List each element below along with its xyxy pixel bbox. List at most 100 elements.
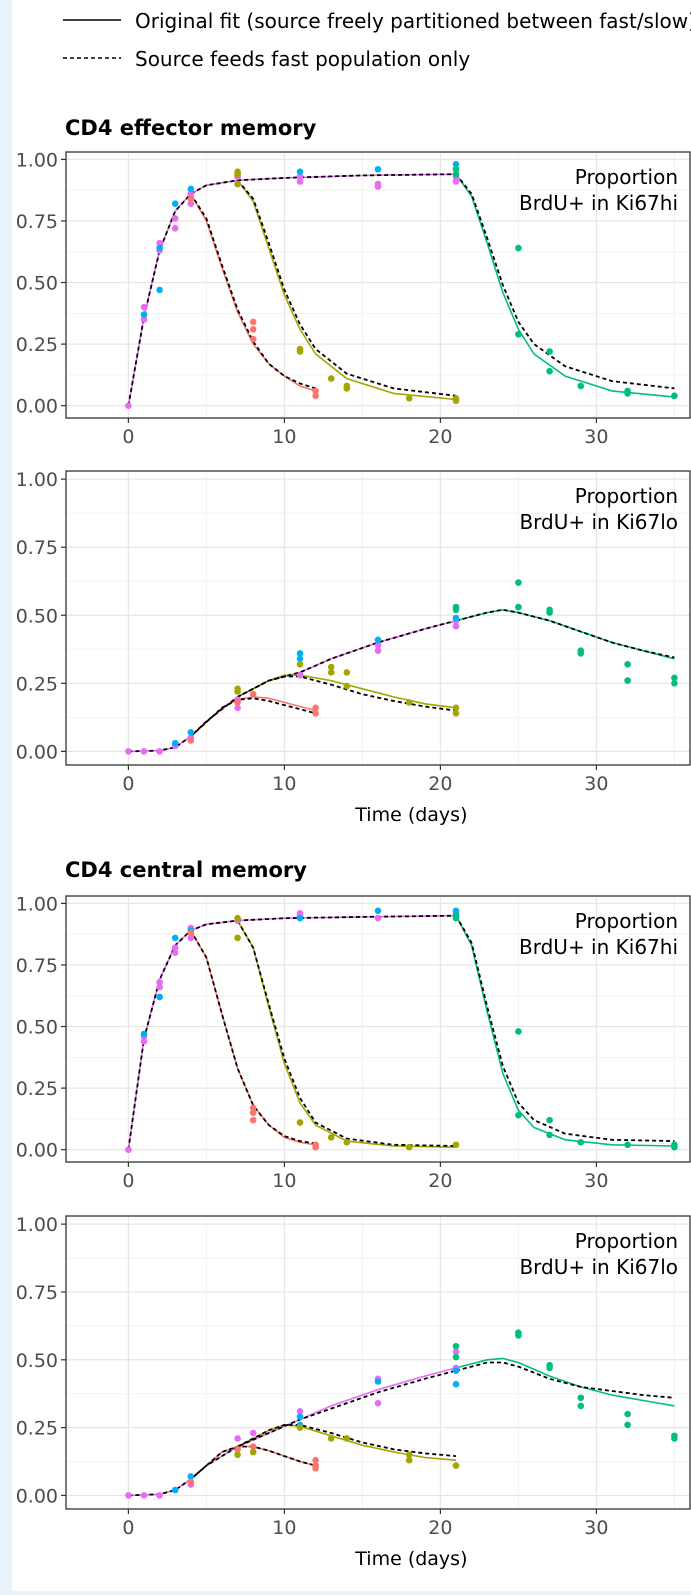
data-point-teal — [546, 1364, 553, 1372]
data-point-red — [249, 690, 257, 698]
panel-annotation: Proportion — [575, 1229, 678, 1253]
data-point-teal — [546, 1116, 553, 1124]
data-point-red — [249, 1443, 257, 1450]
data-point-olive — [405, 1451, 413, 1459]
data-point-blue — [374, 165, 382, 173]
data-point-olive — [234, 914, 241, 922]
y-tick-label: 0.75 — [16, 1282, 58, 1304]
data-point-blue — [171, 739, 179, 747]
data-point-olive — [405, 699, 413, 706]
data-point-magenta — [452, 622, 460, 630]
data-point-olive — [327, 669, 335, 676]
data-point-magenta — [374, 1399, 382, 1407]
data-point-red — [249, 1104, 257, 1112]
data-point-red — [234, 1446, 241, 1453]
data-point-teal — [515, 330, 522, 338]
x-tick-label: 30 — [584, 1517, 608, 1539]
data-point-red — [249, 335, 257, 343]
fit-dashed-red — [190, 930, 316, 1145]
data-point-olive — [296, 1424, 304, 1431]
data-point-olive — [234, 170, 241, 178]
data-point-blue — [452, 1380, 460, 1388]
data-point-teal — [515, 1028, 522, 1035]
data-point-teal — [577, 1402, 585, 1410]
panel-annotation: BrdU+ in Ki67lo — [519, 1255, 678, 1279]
data-point-olive — [234, 934, 241, 942]
x-tick-label: 0 — [122, 426, 134, 448]
data-point-magenta — [156, 978, 163, 986]
y-tick-label: 0.25 — [16, 673, 58, 695]
data-point-blue — [374, 636, 382, 644]
data-point-olive — [327, 1134, 335, 1141]
data-point-olive — [234, 1451, 241, 1459]
data-point-olive — [343, 682, 351, 690]
data-point-olive — [327, 663, 335, 671]
y-tick-label: 0.75 — [16, 537, 58, 559]
data-point-magenta — [296, 173, 304, 180]
data-point-olive — [343, 1138, 351, 1146]
data-point-red — [312, 709, 319, 717]
data-point-magenta — [452, 178, 460, 185]
data-point-magenta — [296, 671, 304, 679]
y-tick-label: 0.00 — [16, 1485, 58, 1507]
data-point-blue — [452, 614, 460, 622]
data-point-teal — [577, 1138, 585, 1146]
panel-border — [65, 895, 691, 1163]
data-point-teal — [624, 1421, 631, 1429]
data-point-magenta — [374, 914, 382, 922]
panel-border — [65, 151, 691, 419]
x-tick-label: 10 — [272, 426, 296, 448]
data-point-magenta — [452, 1348, 460, 1355]
data-point-blue — [171, 934, 179, 942]
data-point-olive — [327, 1435, 335, 1442]
panel-annotation: BrdU+ in Ki67lo — [519, 510, 678, 534]
x-tick-label: 20 — [428, 773, 452, 795]
y-tick-label: 0.25 — [16, 1418, 58, 1440]
data-point-teal — [452, 1342, 460, 1350]
data-point-teal — [624, 660, 631, 668]
data-point-teal — [624, 387, 631, 395]
data-point-magenta — [171, 949, 179, 956]
data-point-magenta — [234, 1435, 241, 1442]
data-point-blue — [156, 244, 163, 252]
x-tick-label: 0 — [122, 1170, 134, 1192]
data-point-teal — [624, 677, 631, 684]
x-tick-label: 20 — [428, 426, 452, 448]
fit-dashed-olive — [236, 920, 457, 1147]
data-point-olive — [452, 1462, 460, 1469]
fit-solid-red — [190, 193, 316, 392]
data-point-red — [312, 392, 319, 400]
data-point-magenta — [140, 748, 148, 755]
y-tick-label: 0.25 — [16, 1078, 58, 1100]
data-point-blue — [140, 311, 148, 318]
data-point-red — [234, 699, 241, 706]
data-point-magenta — [171, 944, 179, 952]
data-point-magenta — [156, 748, 163, 755]
data-point-teal — [577, 1394, 585, 1402]
data-point-teal — [577, 382, 585, 390]
data-point-magenta — [125, 1492, 132, 1499]
panel-2: 0.00 0.25 0.50 0.75 1.00 0 10 20 30 Time (days) Pr… — [16, 469, 691, 826]
data-point-blue — [156, 993, 163, 1001]
y-tick-label: 1.00 — [16, 1214, 58, 1236]
data-point-olive — [296, 348, 304, 355]
fit-dashed-teal — [455, 608, 675, 659]
panel-border — [65, 470, 691, 766]
x-tick-label: 30 — [584, 1170, 608, 1192]
data-point-teal — [515, 244, 522, 252]
data-point-teal — [452, 914, 460, 922]
panel-3: 0.00 0.25 0.50 0.75 1.00 0 10 20 30 ProportionBrd… — [16, 893, 691, 1192]
data-point-blue — [187, 1473, 195, 1480]
data-point-teal — [515, 603, 522, 611]
data-point-teal — [452, 1353, 460, 1361]
data-point-magenta — [156, 239, 163, 247]
data-point-magenta — [374, 641, 382, 649]
fit-dashed-teal — [455, 173, 675, 390]
data-point-magenta — [125, 748, 132, 755]
data-point-magenta — [296, 1408, 304, 1415]
data-point-blue — [452, 161, 460, 168]
fit-solid-teal — [455, 1357, 675, 1407]
data-point-teal — [671, 392, 678, 400]
y-tick-label: 0.00 — [16, 741, 58, 763]
data-point-red — [312, 1456, 319, 1464]
